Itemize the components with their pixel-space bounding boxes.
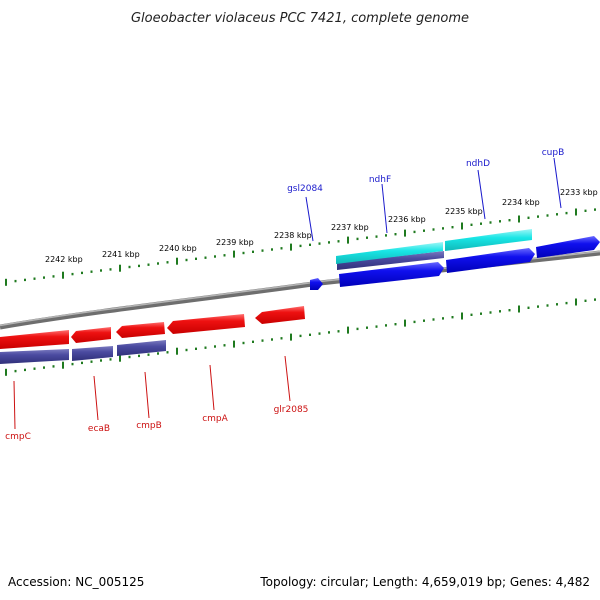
gsl2084-gene[interactable]	[310, 278, 323, 290]
gene-label-cmpA[interactable]: cmpA	[202, 414, 228, 424]
glr2085-leader	[284, 355, 291, 402]
gene-label-ecaB[interactable]: ecaB	[88, 424, 110, 434]
ecaB-rna-band[interactable]	[72, 346, 113, 361]
tick-label: 2237 kbp	[331, 223, 369, 232]
ndhD-leader	[477, 169, 486, 220]
cupB-leader	[553, 157, 562, 209]
coordinate-tick-labels: 2242 kbp 2241 kbp 2240 kbp 2239 kbp 2238…	[45, 188, 598, 264]
ndhD-cds[interactable]	[445, 229, 532, 251]
cmpC-leader	[13, 380, 16, 430]
ndhF-rna-band[interactable]	[337, 251, 444, 270]
gsl2084-leader	[305, 196, 314, 242]
ndhD-gene[interactable]	[446, 248, 535, 273]
ecaB-gene[interactable]	[71, 327, 111, 343]
coordinate-ticks-lower	[5, 298, 596, 376]
cmpB-leader	[144, 371, 150, 419]
ndhF-cds[interactable]	[336, 242, 443, 264]
ecaB-leader	[93, 375, 99, 421]
gene-label-ndhD[interactable]: ndhD	[466, 159, 490, 169]
ndhF-leader	[381, 183, 388, 234]
tick-label: 2242 kbp	[45, 255, 83, 264]
reverse-strand-features	[0, 306, 305, 364]
tick-label: 2240 kbp	[159, 244, 197, 253]
gene-label-glr2085[interactable]: glr2085	[274, 405, 309, 415]
cmpC-rna-band[interactable]	[0, 349, 69, 364]
gene-label-cmpB[interactable]: cmpB	[136, 421, 162, 431]
topology-text: Topology: circular; Length: 4,659,019 bp…	[259, 575, 590, 589]
accession-text: Accession: NC_005125	[8, 575, 144, 589]
forward-gene-labels: gsl2084 ndhF ndhD cupB	[287, 148, 565, 242]
tick-label: 2241 kbp	[102, 250, 140, 259]
tick-label: 2233 kbp	[560, 188, 598, 197]
tick-label: 2239 kbp	[216, 238, 254, 247]
tick-label: 2236 kbp	[388, 215, 426, 224]
gene-label-cupB[interactable]: cupB	[542, 148, 565, 158]
gene-label-gsl2084[interactable]: gsl2084	[287, 184, 323, 194]
cupB-gene[interactable]	[536, 236, 600, 258]
gene-label-ndhF[interactable]: ndhF	[369, 175, 391, 185]
coordinate-ticks-upper	[5, 208, 596, 286]
cmpC-gene[interactable]	[0, 330, 69, 349]
cmpB-gene[interactable]	[116, 322, 165, 338]
cmpB-rna-band[interactable]	[117, 340, 166, 356]
cmpA-gene[interactable]	[167, 314, 245, 334]
gene-label-cmpC[interactable]: cmpC	[5, 432, 31, 442]
forward-strand-features	[310, 229, 600, 290]
glr2085-gene[interactable]	[255, 306, 305, 324]
cmpA-leader	[209, 364, 215, 411]
tick-label: 2238 kbp	[274, 231, 312, 240]
ndhF-gene[interactable]	[339, 262, 444, 287]
reverse-gene-labels: cmpC ecaB cmpB cmpA glr2085	[5, 355, 309, 442]
map-title: Gloeobacter violaceus PCC 7421, complete…	[131, 11, 469, 26]
tick-label: 2235 kbp	[445, 207, 483, 216]
tick-label: 2234 kbp	[502, 198, 540, 207]
